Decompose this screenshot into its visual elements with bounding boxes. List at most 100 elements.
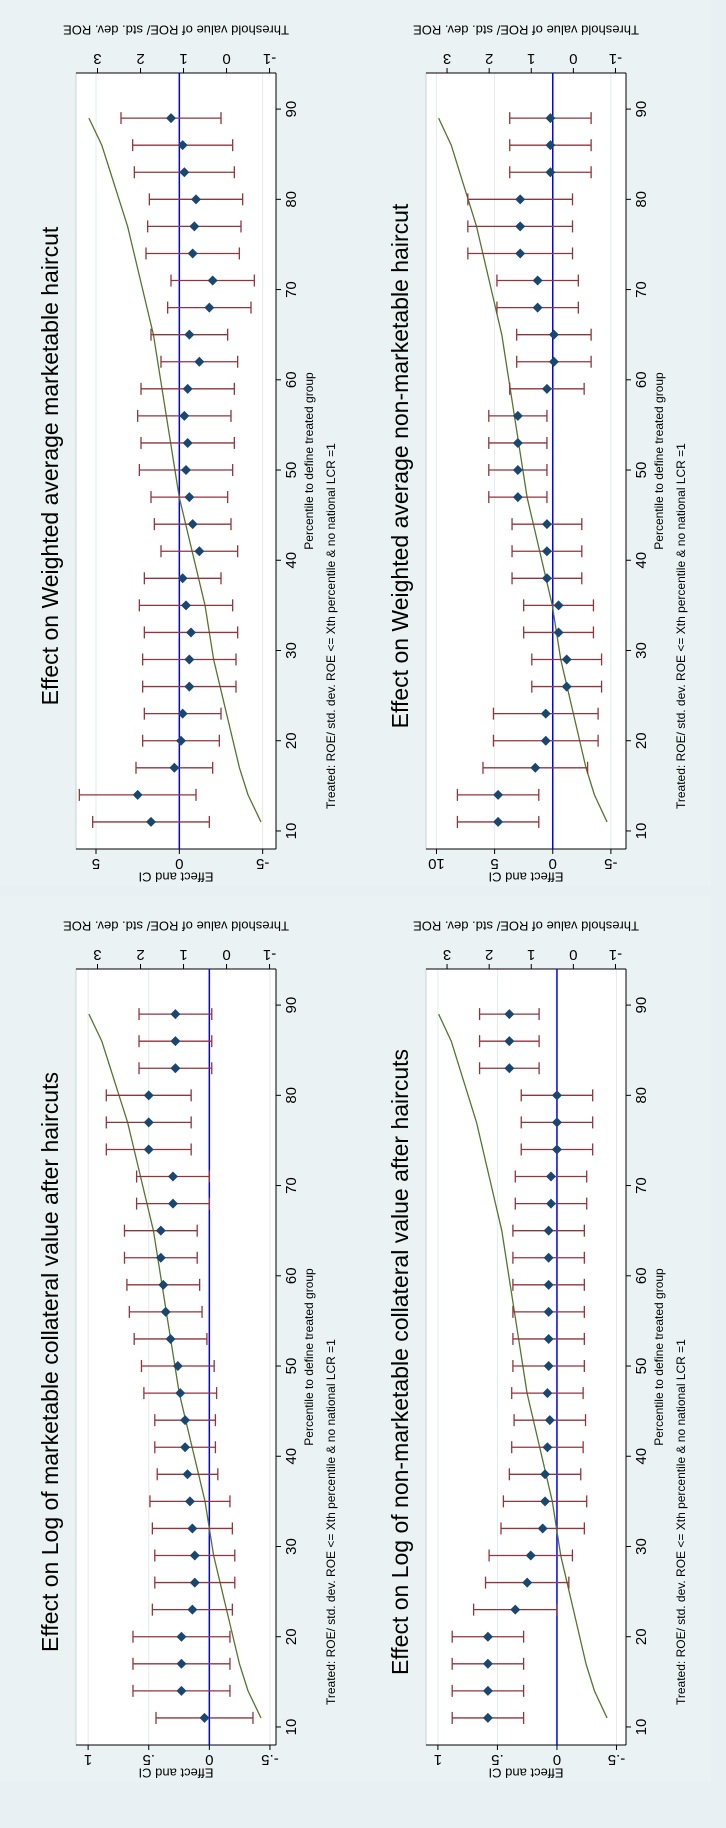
x-tick-label: 80 <box>283 191 300 208</box>
y-tick-label: 10 <box>428 855 445 872</box>
x-tick-label: 60 <box>633 371 650 388</box>
effect-marker <box>184 329 195 340</box>
effect-marker <box>194 356 205 367</box>
effect-marker <box>170 1036 181 1047</box>
x-tick-label: 70 <box>633 1177 650 1194</box>
y2-tick-label: 3 <box>443 50 451 67</box>
x-tick-label: 40 <box>283 552 300 569</box>
y-tick-label: -.5 <box>608 1751 626 1768</box>
panel: 1 .5 0 -.5 Effect and CI -1 0 1 2 3 Threshold valu… <box>0 896 361 1782</box>
x-tick-label: 20 <box>633 732 650 749</box>
y-tick-label: .5 <box>491 1751 504 1768</box>
y2-axis-title: Threshold value of ROE/ std. dev. ROE <box>63 919 289 934</box>
note: Treated: ROE/ std. dev. ROE <= Xth perce… <box>674 443 688 809</box>
y2-tick-label: 2 <box>136 946 144 963</box>
y2-tick-label: 1 <box>527 946 535 963</box>
y2-axis-title: Threshold value of ROE/ std. dev. ROE <box>413 919 639 934</box>
x-tick-label: 50 <box>283 1358 300 1375</box>
x-tick-label: 40 <box>633 552 650 569</box>
y-tick-label: 0 <box>205 1751 213 1768</box>
y-axis-title: Effect and CI <box>139 1766 214 1781</box>
effect-marker <box>207 275 218 286</box>
x-tick-label: 10 <box>633 823 650 840</box>
effect-marker <box>204 302 215 313</box>
x-tick-label: 90 <box>283 997 300 1014</box>
effect-marker <box>187 519 198 530</box>
y2-tick-label: 2 <box>485 50 493 67</box>
y2-tick-label: 1 <box>179 946 187 963</box>
y2-tick-label: -1 <box>609 50 622 67</box>
y2-tick-label: -1 <box>263 946 276 963</box>
effect-marker <box>189 221 200 232</box>
y-tick-label: 1 <box>84 1751 92 1768</box>
x-tick-label: 70 <box>633 281 650 298</box>
effect-marker <box>546 1171 556 1182</box>
chart-title: Effect on Log of non-marketable collater… <box>387 1049 413 1675</box>
effect-marker <box>548 356 559 367</box>
x-tick-label: 60 <box>283 1267 300 1284</box>
y2-tick-label: -1 <box>263 50 276 67</box>
x-tick-label: 20 <box>283 1628 300 1645</box>
x-tick-label: 60 <box>283 371 300 388</box>
x-tick-label: 80 <box>283 1087 300 1104</box>
y2-tick-label: 3 <box>443 946 451 963</box>
note: Treated: ROE/ std. dev. ROE <= Xth perce… <box>674 1339 688 1705</box>
y2-tick-label: 0 <box>569 946 577 963</box>
x-tick-label: 30 <box>283 642 300 659</box>
effect-marker <box>165 1333 176 1344</box>
y2-tick-label: -1 <box>609 946 622 963</box>
x-tick-label: 40 <box>283 1448 300 1465</box>
panel: 1 .5 0 -.5 Effect and CI -1 0 1 2 3 Threshold valu… <box>350 896 711 1782</box>
effect-marker <box>179 410 190 421</box>
effect-marker <box>182 437 193 448</box>
plot-area <box>425 72 627 850</box>
effect-marker <box>548 329 559 340</box>
x-tick-label: 70 <box>283 1177 300 1194</box>
effect-marker <box>182 383 193 394</box>
effect-marker <box>143 1090 154 1101</box>
y2-axis-title: Threshold value of ROE/ std. dev. ROE <box>413 23 639 38</box>
x-axis-title: Percentile to define treated group <box>302 372 316 550</box>
effect-marker <box>146 816 156 827</box>
x-tick-label: 40 <box>633 1448 650 1465</box>
y2-tick-label: 0 <box>569 50 577 67</box>
x-tick-label: 70 <box>283 281 300 298</box>
effect-marker <box>187 248 198 259</box>
effect-marker <box>155 1225 166 1236</box>
effect-marker <box>194 546 205 557</box>
x-tick-label: 20 <box>283 732 300 749</box>
y-tick-label: -5 <box>256 855 269 872</box>
y2-tick-label: 1 <box>527 50 535 67</box>
x-tick-label: 80 <box>633 191 650 208</box>
x-tick-label: 30 <box>633 1538 650 1555</box>
effect-marker <box>184 492 195 503</box>
x-tick-label: 20 <box>633 1628 650 1645</box>
effect-marker <box>541 519 552 530</box>
x-tick-label: 30 <box>633 642 650 659</box>
effect-marker <box>158 1279 169 1290</box>
y2-tick-label: 2 <box>485 946 493 963</box>
chart-title: Effect on Weighted average non-marketabl… <box>387 203 413 728</box>
y-tick-label: 0 <box>549 855 557 872</box>
effect-marker <box>175 1388 186 1399</box>
y-tick-label: .5 <box>142 1751 155 1768</box>
effect-marker <box>181 465 191 476</box>
plot-area <box>75 968 277 1746</box>
effect-marker <box>180 1442 191 1453</box>
x-tick-label: 90 <box>633 997 650 1014</box>
y2-tick-label: 3 <box>93 50 101 67</box>
y-tick-label: 5 <box>92 855 100 872</box>
x-tick-label: 10 <box>283 823 300 840</box>
x-tick-label: 90 <box>633 101 650 118</box>
x-tick-label: 10 <box>633 1719 650 1736</box>
effect-marker <box>179 167 190 178</box>
plot-area <box>425 968 627 1746</box>
y-axis-title: Effect and CI <box>489 870 564 885</box>
x-axis-title: Percentile to define treated group <box>302 1268 316 1446</box>
x-tick-label: 50 <box>633 1358 650 1375</box>
effect-marker <box>170 1009 181 1020</box>
y-tick-label: 0 <box>553 1751 561 1768</box>
effect-marker <box>191 194 201 205</box>
x-tick-label: 10 <box>283 1719 300 1736</box>
